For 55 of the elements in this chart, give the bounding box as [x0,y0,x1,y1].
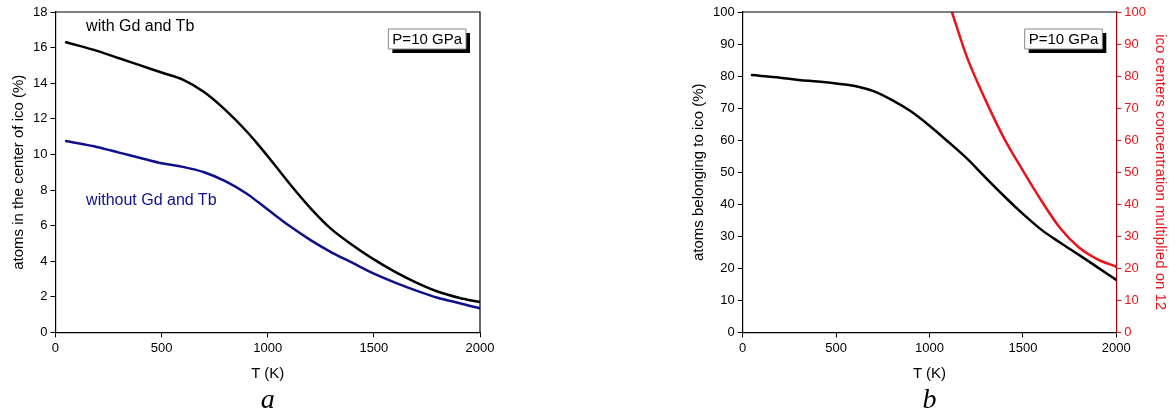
y2-tick-label: 60 [1124,131,1139,147]
y-tick-label: 40 [720,195,735,211]
y-tick-label: 10 [720,291,735,307]
y2-tick-label: 20 [1124,259,1139,275]
y-tick-label: 8 [40,181,48,197]
y-tick-label: 4 [40,252,48,268]
y-tick-label: 30 [720,227,735,243]
x-tick-label: 1000 [915,339,944,355]
y2-tick-label: 50 [1124,163,1139,179]
x-tick-label: 500 [150,339,173,355]
x-tick-label: 2000 [1101,339,1131,355]
y-tick-label: 70 [720,99,735,115]
x-tick-label: 0 [739,339,747,355]
y-tick-label: 0 [727,323,735,339]
y-tick-label: 100 [712,3,735,19]
y-axis-title: atoms belonging to ico (%) [689,83,707,261]
x-tick-label: 1500 [1008,339,1038,355]
y-axis-title: atoms in the center of ico (%) [9,74,27,270]
y-tick-label: 20 [720,259,735,275]
x-tick-label: 1000 [253,339,283,355]
y-tick-label: 18 [32,3,48,19]
y-tick-label: 50 [720,163,735,179]
y-tick-label: 90 [720,35,735,51]
y2-tick-label: 70 [1124,99,1139,115]
y-tick-label: 60 [720,131,735,147]
y2-tick-label: 0 [1124,323,1132,339]
y2-tick-label: 90 [1124,35,1139,51]
x-tick-label: 0 [51,339,60,355]
y2-tick-label: 10 [1124,291,1139,307]
text: b [922,383,937,415]
y-tick-label: 10 [32,145,48,161]
x-tick-label: 1500 [359,339,389,355]
line-series [64,139,480,310]
y2-tick-label: 100 [1124,3,1147,19]
y-tick-label: 12 [32,110,48,126]
x-axis-title: T (K) [251,364,285,382]
annotation: P=10 GPa [392,30,463,48]
y2-tick-label: 80 [1124,67,1139,83]
y2-axis-title: ico centers concentration multiplied on 12 [1152,34,1170,311]
y2-tick-label: 30 [1124,227,1139,243]
x-tick-label: 500 [825,339,847,355]
y-tick-label: 16 [32,39,48,55]
series-label: without Gd and Tb [85,191,217,209]
x-axis-title: T (K) [912,364,947,382]
y-tick-label: 6 [40,217,48,233]
y-tick-label: 2 [40,288,48,304]
series-label: with Gd and Tb [85,16,195,34]
x-tick-label: 2000 [465,339,495,355]
y2-tick-label: 40 [1124,195,1139,211]
annotation: P=10 GPa [1028,30,1099,48]
y-tick-label: 80 [720,67,735,83]
y-tick-label: 14 [32,74,48,90]
line-series [750,73,1117,282]
text: a [260,383,275,415]
y-tick-label: 0 [40,323,48,339]
